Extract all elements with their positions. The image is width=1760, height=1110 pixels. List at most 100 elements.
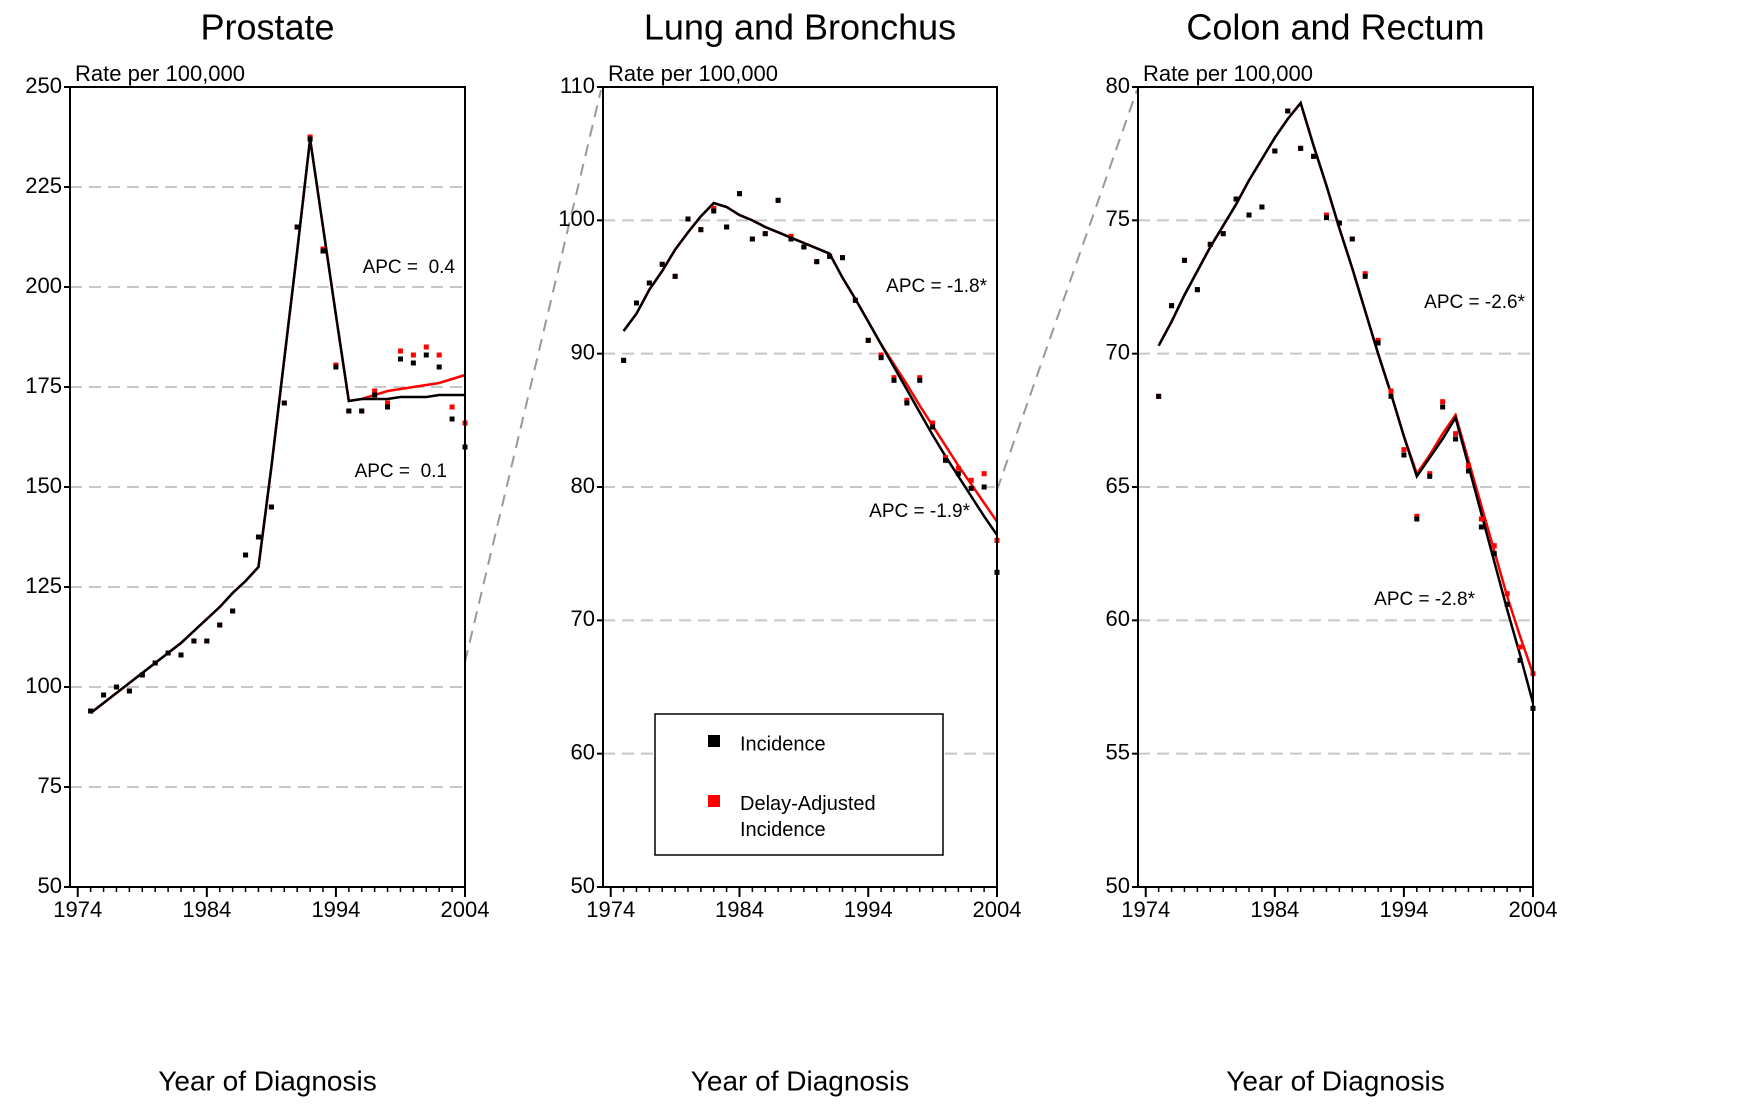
data-point [268, 504, 274, 510]
data-point [942, 455, 948, 461]
data-point [788, 236, 794, 242]
legend-swatch [708, 735, 720, 747]
data-point [839, 255, 845, 261]
y-tick-label: 65 [1106, 473, 1130, 498]
data-point [101, 692, 107, 698]
data-point [1272, 148, 1278, 154]
data-point [685, 216, 691, 222]
data-point [1427, 473, 1433, 479]
data-point [917, 375, 923, 381]
data-point [930, 424, 936, 430]
data-point [878, 355, 884, 361]
data-point [1323, 212, 1329, 218]
x-tick-label: 1994 [844, 897, 893, 922]
y-tick-label: 60 [1106, 606, 1130, 631]
x-axis-label: Year of Diagnosis [1226, 1065, 1444, 1096]
y-tick-label: 150 [25, 473, 62, 498]
data-point [1285, 108, 1291, 114]
data-point [1194, 287, 1200, 293]
y-axis-label: Rate per 100,000 [608, 61, 778, 86]
data-point [930, 420, 936, 426]
data-point [968, 485, 974, 491]
legend-label-line: Delay-Adjusted [740, 793, 876, 815]
data-point [736, 191, 742, 197]
data-point [1388, 393, 1394, 399]
fit-line [1157, 100, 1535, 704]
x-tick-label: 1984 [715, 897, 764, 922]
data-point [968, 477, 974, 483]
apc-annotation: APC = -2.6* [1424, 292, 1525, 313]
data-point [255, 534, 261, 540]
data-point [633, 300, 639, 306]
data-point [1259, 204, 1265, 210]
data-point [1440, 404, 1446, 410]
y-tick-label: 50 [38, 873, 62, 898]
fit-line [89, 138, 465, 714]
plot-frame [1137, 86, 1534, 888]
data-point [423, 344, 429, 350]
data-point [981, 471, 987, 477]
data-point [1504, 601, 1510, 607]
data-point [1401, 452, 1407, 458]
y-tick-label: 50 [571, 873, 595, 898]
data-point [749, 236, 755, 242]
x-tick-label: 1984 [182, 897, 231, 922]
y-tick-label: 100 [558, 206, 595, 231]
data-point [346, 408, 352, 414]
data-point [1362, 273, 1368, 279]
data-point [904, 397, 910, 403]
data-point [230, 608, 236, 614]
y-tick-label: 80 [1106, 73, 1130, 98]
data-point [126, 688, 132, 694]
data-point [711, 205, 717, 211]
y-axis-label: Rate per 100,000 [1143, 61, 1313, 86]
x-tick-label: 1974 [1121, 897, 1170, 922]
data-point [955, 471, 961, 477]
data-point [1169, 303, 1175, 309]
data-point [204, 638, 210, 644]
x-tick-label: 1974 [53, 897, 102, 922]
y-tick-label: 100 [25, 673, 62, 698]
data-point [385, 400, 391, 406]
data-point [1375, 337, 1381, 343]
data-point [1311, 153, 1317, 159]
data-point [1414, 516, 1420, 522]
data-point [672, 273, 678, 279]
data-point [1401, 447, 1407, 453]
data-point [307, 136, 313, 142]
legend-label: Incidence [740, 733, 826, 755]
data-point [942, 457, 948, 463]
data-point [1478, 524, 1484, 530]
x-tick-label: 2004 [441, 897, 490, 922]
data-point [891, 375, 897, 381]
legend-box [654, 713, 944, 856]
x-tick-label: 1974 [586, 897, 635, 922]
data-point [294, 224, 300, 230]
y-tick-label: 90 [571, 339, 595, 364]
data-point [410, 352, 416, 358]
data-point [1181, 257, 1187, 263]
data-point [1336, 220, 1342, 226]
x-tick-label: 1984 [1250, 897, 1299, 922]
data-point [1517, 657, 1523, 663]
data-point [1207, 241, 1213, 247]
data-point [827, 253, 833, 259]
data-point [762, 231, 768, 237]
apc-annotation: APC = 0.4 [363, 257, 456, 278]
data-point [359, 408, 365, 414]
y-tick-label: 200 [25, 273, 62, 298]
data-point [436, 364, 442, 370]
y-tick-label: 80 [571, 473, 595, 498]
data-point [88, 708, 94, 714]
plot-frame [602, 86, 998, 888]
data-point [1440, 399, 1446, 405]
data-point [1491, 543, 1497, 549]
data-point [788, 233, 794, 239]
data-point [397, 356, 403, 362]
data-point [891, 377, 897, 383]
data-point [372, 388, 378, 394]
data-point [1246, 212, 1252, 218]
data-point [724, 224, 730, 230]
data-point [1156, 393, 1162, 399]
x-axis-label: Year of Diagnosis [691, 1065, 909, 1096]
